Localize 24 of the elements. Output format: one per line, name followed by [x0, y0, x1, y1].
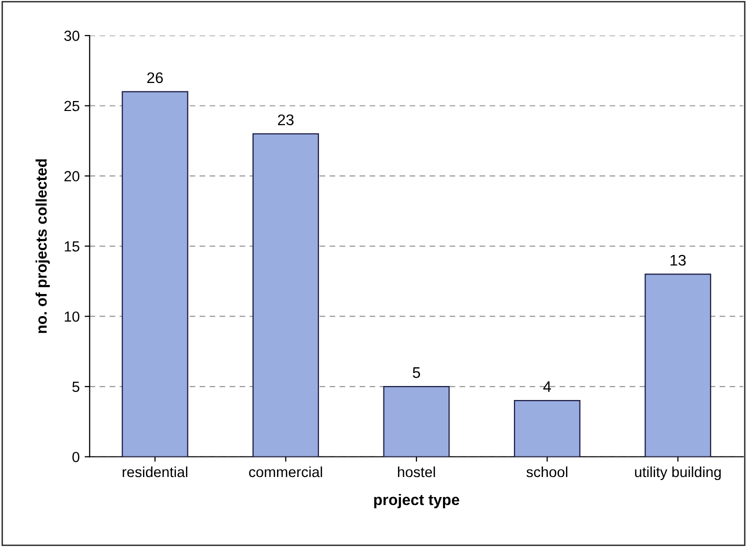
x-tick-label: utility building — [635, 466, 721, 480]
bar — [252, 133, 319, 457]
y-tick-label: 30 — [64, 30, 80, 41]
data-label: 13 — [670, 254, 686, 266]
y-tick-label: 15 — [64, 241, 80, 252]
bar — [122, 91, 188, 457]
data-label: 4 — [543, 381, 551, 392]
data-label: 5 — [412, 367, 420, 378]
y-axis-title: no. of projects collected — [36, 159, 50, 333]
data-label: 23 — [278, 114, 294, 126]
x-tick-label: hostel — [398, 466, 435, 478]
y-tick-label: 25 — [64, 100, 80, 112]
bar — [383, 386, 450, 457]
x-tick-label: commercial — [249, 466, 322, 478]
bar — [514, 400, 580, 457]
data-label: 26 — [147, 72, 163, 84]
y-tick-label: 0 — [72, 452, 80, 462]
y-tick-label: 5 — [72, 382, 80, 392]
x-axis-title: project type — [374, 494, 460, 508]
y-tick-label: 20 — [64, 171, 80, 182]
bar — [644, 274, 712, 457]
y-tick-label: 10 — [64, 311, 80, 322]
x-tick-label: school — [526, 466, 568, 478]
x-tick-label: residential — [122, 466, 188, 478]
